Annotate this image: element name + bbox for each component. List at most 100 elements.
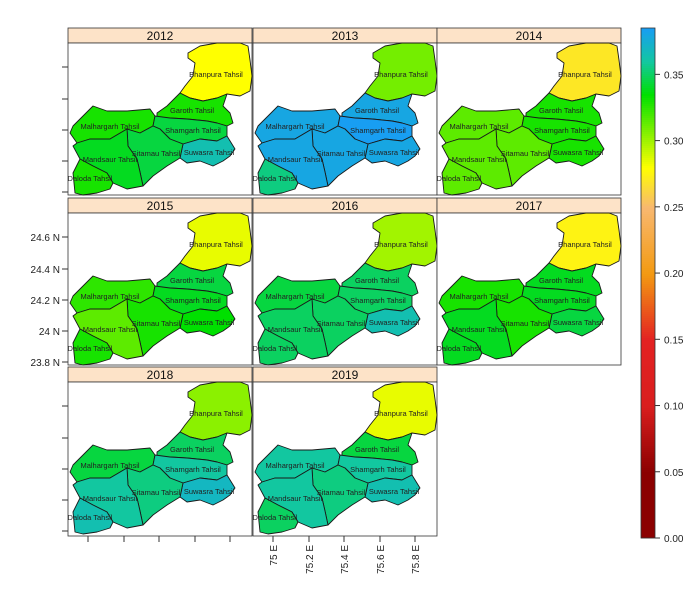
region-daloda [72,497,114,535]
colorbar-segment [641,244,655,247]
region-label: Bhanpura Tahsil [189,409,243,418]
colorbar-tick-label: 0.20 [664,269,684,280]
colorbar-segment [641,498,655,501]
colorbar-segment [641,164,655,167]
region-label: Daloda Tahsil [437,344,482,353]
colorbar-segment [641,450,655,453]
colorbar-segment [641,248,655,251]
colorbar-segment [641,94,655,97]
colorbar-segment [641,160,655,163]
colorbar-segment [641,286,655,289]
panel-2013: 2013 Bhanpura Tahsil Garoth Tahsil Malharga… [253,27,438,196]
region-label: Bhanpura Tahsil [189,70,243,79]
colorbar-segment [641,484,655,487]
colorbar-segment [641,502,655,505]
x-tick-label: 75 E [269,545,280,566]
colorbar-segment [641,178,655,181]
colorbar-segment [641,356,655,359]
colorbar-segment [641,82,655,85]
colorbar-tick-label: 0.25 [664,203,684,214]
region-daloda [72,328,114,366]
region-label: Suwasra Tahsil [369,318,420,327]
colorbar-segment [641,496,655,499]
region-label: Malhargarh Tahsil [265,292,324,301]
colorbar-segment [641,370,655,373]
region-suwasra [548,305,605,337]
colorbar-segment [641,96,655,99]
colorbar-tick-label: 0.30 [664,137,684,148]
colorbar-segment [641,196,655,199]
colorbar-segment [641,460,655,463]
colorbar-segment [641,414,655,417]
colorbar-segment [641,458,655,461]
colorbar-segment [641,378,655,381]
colorbar-segment [641,132,655,135]
colorbar-segment [641,176,655,179]
colorbar-segment [641,84,655,87]
y-tick-label: 24.2 N [31,296,60,307]
colorbar-segment [641,58,655,61]
colorbar-segment [641,100,655,103]
colorbar-segment [641,530,655,533]
colorbar-segment [641,334,655,337]
colorbar-segment [641,180,655,183]
colorbar-segment [641,264,655,267]
colorbar-segment [641,306,655,309]
colorbar-segment [641,202,655,205]
region-daloda [441,158,483,196]
region-label: Garoth Tahsil [170,445,214,454]
colorbar-segment [641,98,655,101]
colorbar-segment [641,510,655,513]
region-label: Daloda Tahsil [68,513,113,522]
region-label: Malhargarh Tahsil [265,122,324,131]
region-label: Daloda Tahsil [253,513,298,522]
colorbar-segment [641,56,655,59]
colorbar-segment [641,360,655,363]
colorbar-segment [641,174,655,177]
colorbar-segment [641,452,655,455]
region-label: Bhanpura Tahsil [374,409,428,418]
colorbar-segment [641,172,655,175]
x-tick-label: 75.4 E [340,545,351,574]
colorbar-segment [641,254,655,257]
colorbar-segment [641,28,655,31]
colorbar-segment [641,272,655,275]
region-label: Daloda Tahsil [437,174,482,183]
colorbar-segment [641,144,655,147]
colorbar-segment [641,78,655,81]
colorbar-segment [641,456,655,459]
colorbar-segment [641,140,655,143]
colorbar-segment [641,200,655,203]
colorbar-segment [641,380,655,383]
colorbar-segment [641,256,655,259]
colorbar-segment [641,232,655,235]
panel-title: 2014 [516,29,543,43]
colorbar-segment [641,122,655,125]
colorbar-segment [641,118,655,121]
colorbar-segment [641,182,655,185]
region-suwasra [364,305,421,337]
region-label: Malhargarh Tahsil [449,122,508,131]
colorbar-segment [641,416,655,419]
region-label: Garoth Tahsil [355,106,399,115]
colorbar-segment [641,168,655,171]
colorbar-segment [641,186,655,189]
region-suwasra [179,305,236,337]
colorbar-segment [641,382,655,385]
panel-2016: 2016 Bhanpura Tahsil Garoth Tahsil Malharga… [253,197,438,366]
colorbar-segment [641,386,655,389]
region-label: Bhanpura Tahsil [558,240,612,249]
colorbar-segment [641,320,655,323]
colorbar-segment [641,424,655,427]
colorbar-segment [641,430,655,433]
colorbar-segment [641,72,655,75]
panel-2019: 2019 Bhanpura Tahsil Garoth Tahsil Malharga… [253,366,438,574]
colorbar-segment [641,488,655,491]
colorbar-segment [641,428,655,431]
colorbar-segment [641,374,655,377]
colorbar-segment [641,290,655,293]
colorbar-segment [641,512,655,515]
colorbar-segment [641,504,655,507]
colorbar-segment [641,38,655,41]
